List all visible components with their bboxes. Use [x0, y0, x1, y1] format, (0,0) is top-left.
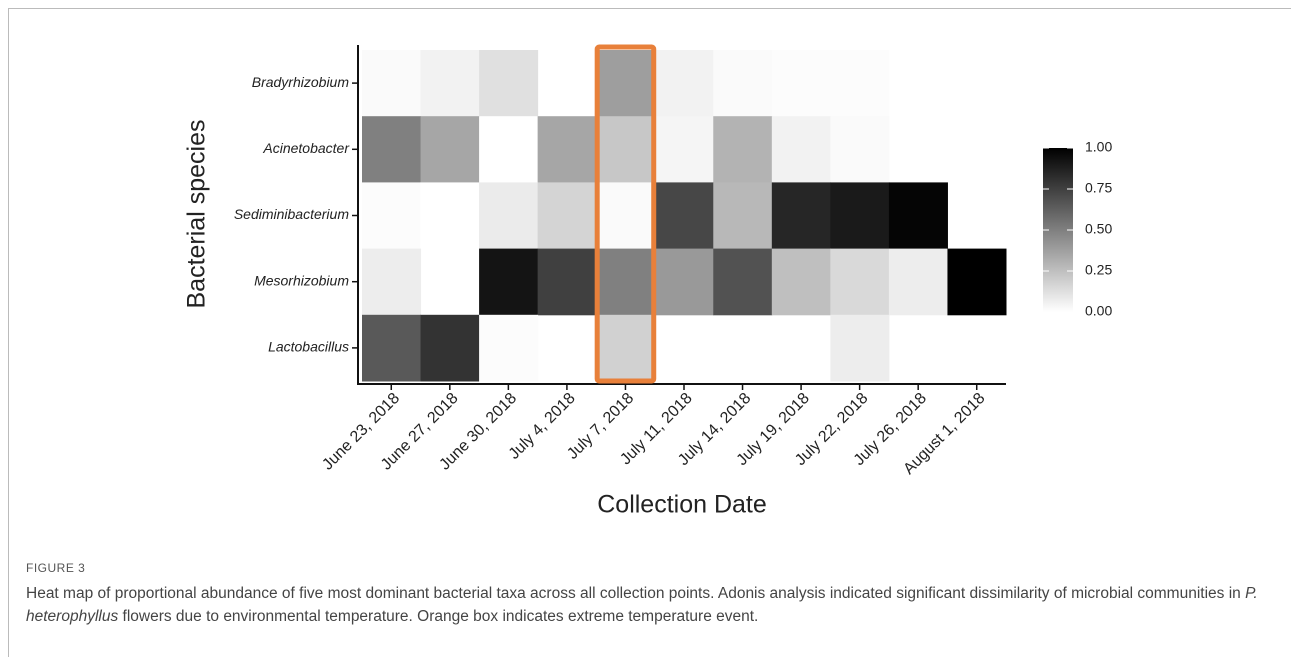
heat-cell: [596, 50, 656, 117]
heat-cell: [654, 50, 714, 117]
heat-cell: [362, 116, 422, 183]
heat-cell: [537, 116, 597, 183]
heat-cell: [830, 248, 890, 316]
frame-line: [8, 8, 9, 657]
y-tick-label: Bradyrhizobium: [252, 74, 350, 90]
heat-cell: [420, 314, 480, 382]
highlight-box: [594, 44, 657, 384]
colorbar-tick-label: 1.00: [1085, 139, 1112, 155]
heat-cell: [830, 314, 890, 382]
caption: FIGURE 3 Heat map of proportional abunda…: [26, 557, 1276, 628]
heat-cell: [713, 116, 773, 183]
caption-italic: P. heterophyllus: [26, 585, 1258, 625]
heat-cell: [654, 116, 714, 183]
heat-cell: [713, 182, 773, 250]
heat-cell: [420, 116, 480, 183]
heat-cell: [654, 248, 714, 316]
colorbar-tick-label: 0.75: [1085, 180, 1112, 196]
caption-text: flowers due to environmental temperature…: [118, 608, 759, 625]
y-tick-label: Lactobacillus: [268, 339, 349, 355]
caption-text: Heat map of proportional abundance of fi…: [26, 585, 1246, 602]
caption-text: Heat map of proportional abundance of fi…: [26, 582, 1276, 628]
colorbar-tick-label: 0.50: [1085, 221, 1112, 237]
heat-cell: [596, 182, 656, 250]
heat-cell: [830, 116, 890, 183]
y-tick-label: Sediminibacterium: [234, 206, 349, 222]
heat-cell: [362, 50, 422, 117]
frame-line: [8, 8, 1291, 9]
heat-cell: [947, 248, 1007, 316]
colorbar-tick-label: 0.25: [1085, 262, 1112, 278]
heat-cell: [888, 182, 948, 250]
x-axis-label: Collection Date: [597, 491, 767, 519]
heat-cell: [362, 182, 422, 250]
heat-cell: [771, 182, 831, 250]
heat-cell: [596, 116, 656, 183]
figure-label: FIGURE 3: [26, 561, 86, 575]
heat-cell: [771, 248, 831, 316]
heat-cell: [713, 248, 773, 316]
heat-cell: [479, 248, 539, 316]
heat-cell: [771, 50, 831, 117]
y-tick-label: Mesorhizobium: [254, 272, 349, 288]
heat-cell: [830, 50, 890, 117]
heat-cell: [362, 314, 422, 382]
heat-cell: [654, 182, 714, 250]
y-tick-label: Acinetobacter: [262, 140, 350, 156]
chart: Bacterial species Collection Date Bradyr…: [183, 44, 1112, 519]
heat-cell: [537, 182, 597, 250]
heat-cell: [596, 248, 656, 316]
heat-cell: [537, 248, 597, 316]
heat-cell: [596, 314, 656, 382]
heat-cell: [479, 116, 539, 183]
colorbar-tick-label: 0.00: [1085, 303, 1112, 319]
y-axis-label: Bacterial species: [183, 120, 211, 309]
heat-cell: [420, 50, 480, 117]
heat-cell: [713, 50, 773, 117]
heat-cell: [420, 182, 480, 250]
heat-cell: [479, 182, 539, 250]
heat-cell: [479, 50, 539, 117]
heat-cell: [479, 314, 539, 382]
heat-cell: [771, 116, 831, 183]
heat-cell: [362, 248, 422, 316]
heat-cell: [888, 248, 948, 316]
heat-cell: [830, 182, 890, 250]
